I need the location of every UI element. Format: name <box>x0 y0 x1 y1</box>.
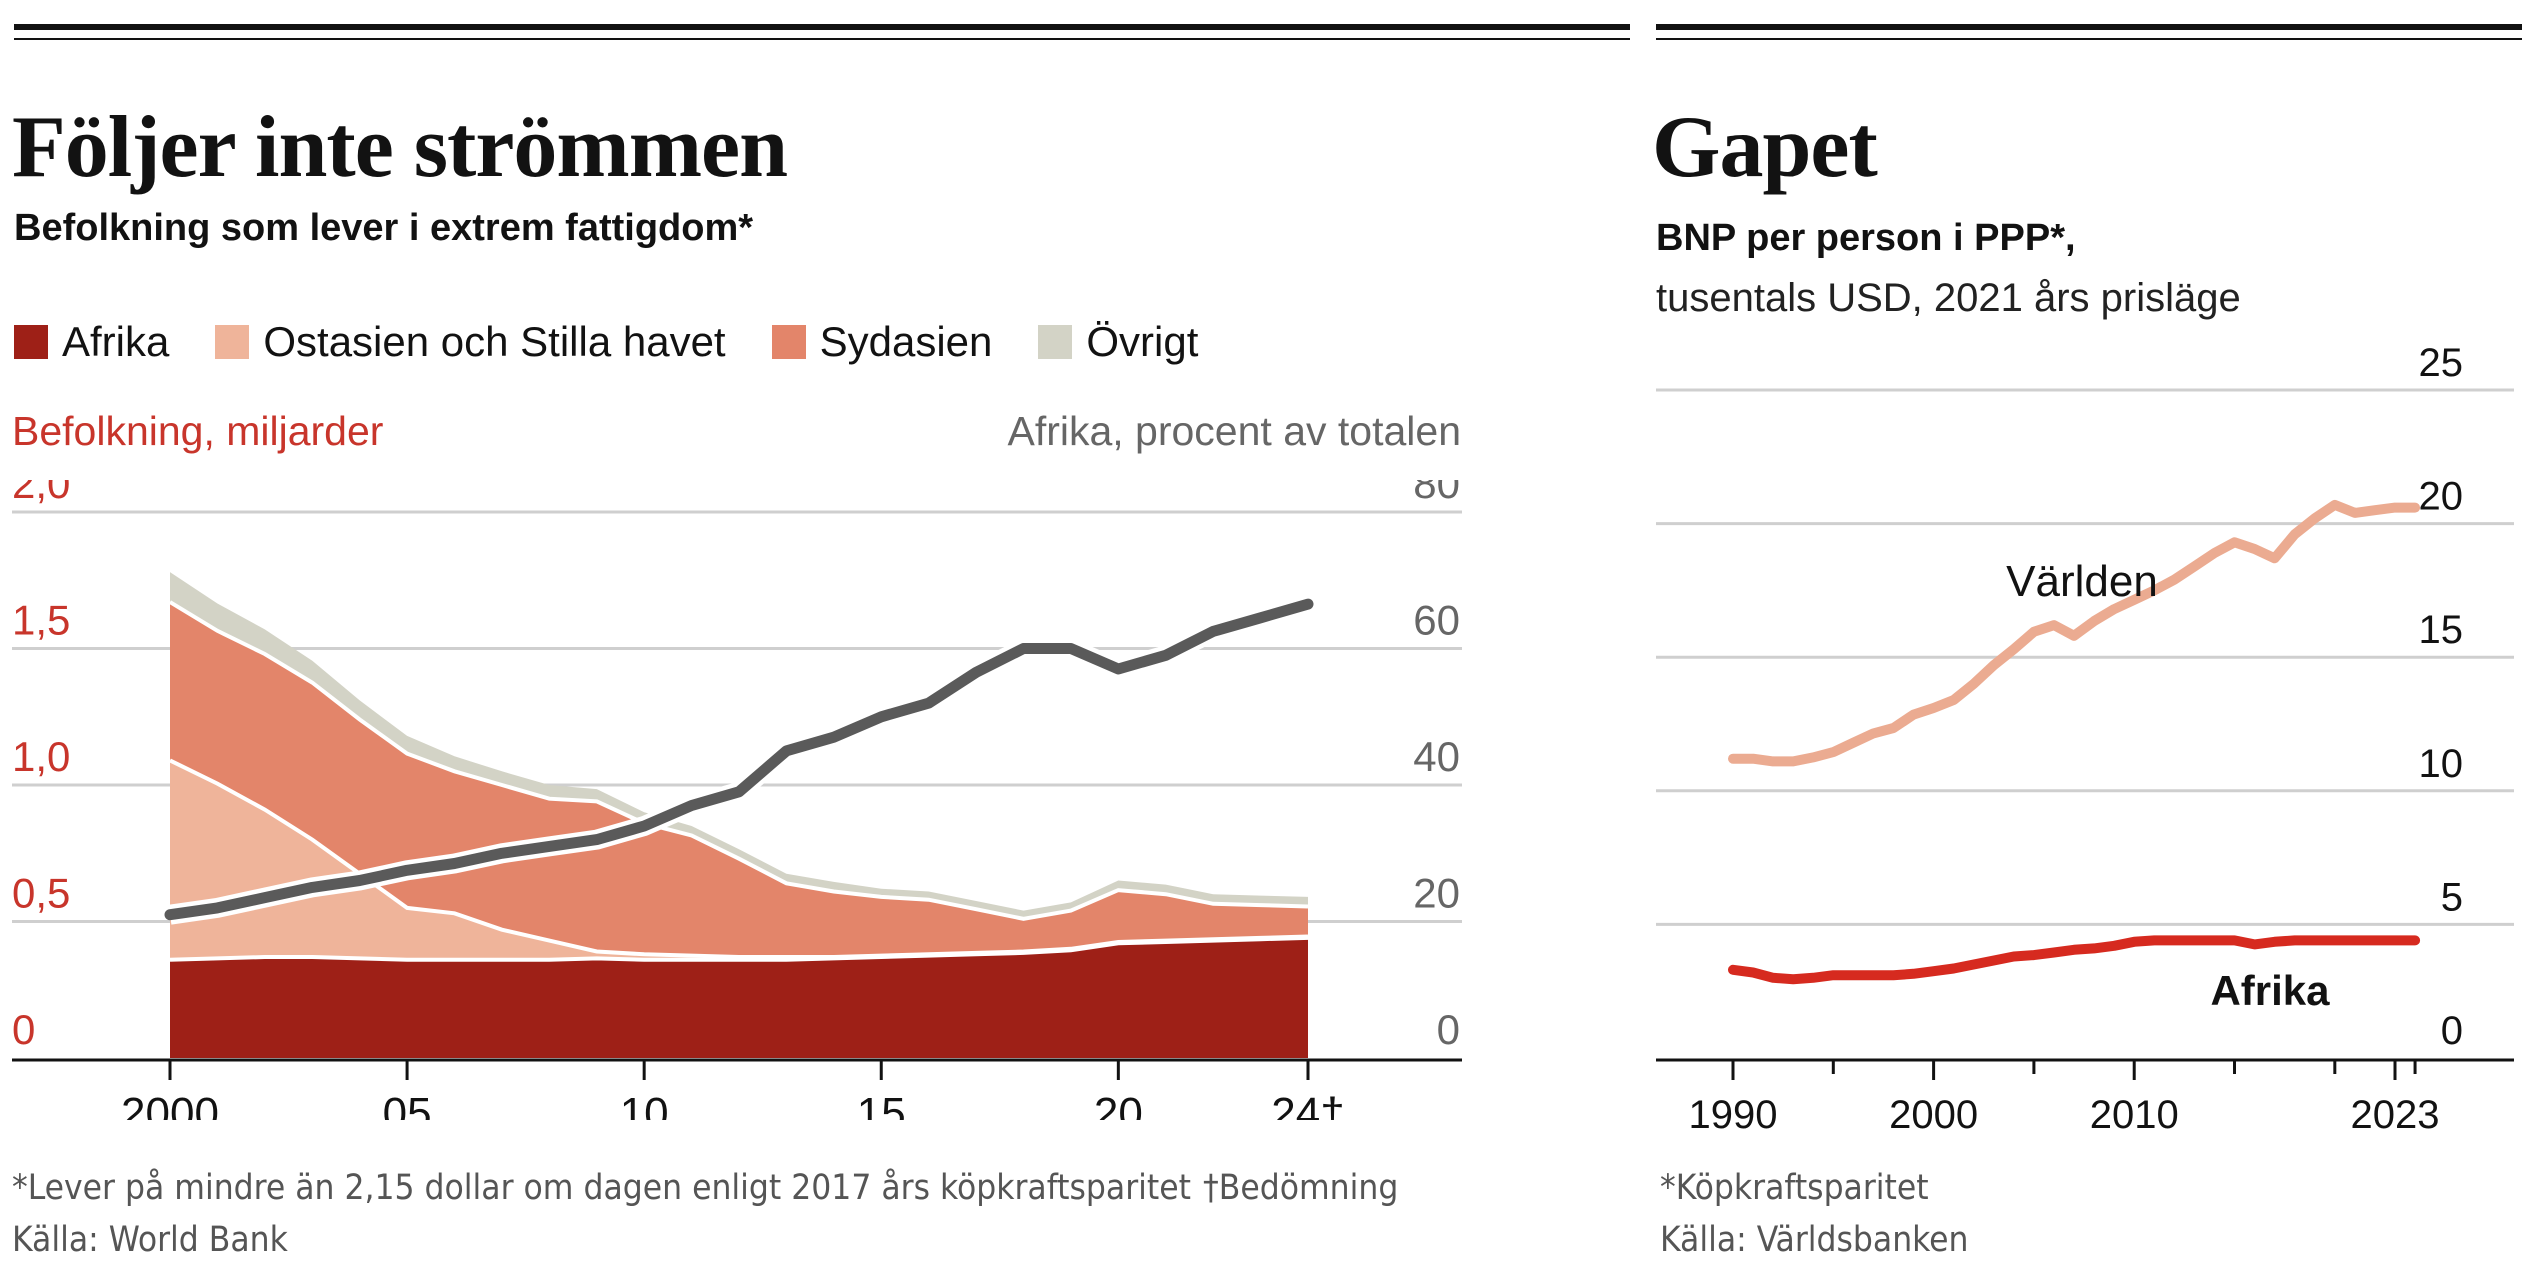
y-tick-label: 15 <box>2419 608 2464 652</box>
area-boundary <box>168 600 1309 921</box>
left-y-tick-label: 1,0 <box>12 733 70 780</box>
legend-label-ovrigt: Övrigt <box>1086 318 1199 365</box>
right-chart-subline: tusentals USD, 2021 års prisläge <box>1656 276 2241 320</box>
left-y-tick-label: 2,0 <box>12 480 70 507</box>
left-source: Källa: World Bank <box>12 1220 288 1260</box>
legend-item-sydasien: Sydasien <box>771 318 993 366</box>
x-tick-label: 20 <box>1094 1089 1143 1120</box>
right-chart-title: Gapet <box>1652 99 1878 196</box>
series-label-varlden: Världen <box>2006 557 2158 606</box>
y-tick-label: 5 <box>2441 875 2463 919</box>
y-tick-label: 25 <box>2419 341 2464 385</box>
x-tick-label: 2023 <box>2351 1093 2440 1130</box>
legend-item-afrika: Afrika <box>14 318 169 366</box>
legend-item-ovrigt: Övrigt <box>1038 318 1198 366</box>
left-chart-title: Följer inte strömmen <box>12 99 788 196</box>
left-legend: Afrika Ostasien och Stilla havet Sydasie… <box>14 318 1198 366</box>
legend-swatch-ostasien <box>215 325 250 359</box>
line-världen <box>1728 499 2421 767</box>
x-tick-label: 24† <box>1271 1089 1344 1120</box>
line-afrika <box>1728 935 2421 985</box>
x-tick-label: 2000 <box>1889 1093 1978 1130</box>
right-axis-title: Afrika, procent av totalen <box>1007 408 1461 454</box>
y-tick-label: 0 <box>2441 1009 2463 1053</box>
left-y-tick-label: 1,5 <box>12 597 70 644</box>
left-footnote-estimate: †Bedömning <box>1203 1168 1399 1208</box>
y-tick-label: 20 <box>2419 475 2464 519</box>
left-footnote: *Lever på mindre än 2,15 dollar om dagen… <box>12 1168 1191 1208</box>
africa-share-line <box>164 598 1314 921</box>
x-tick-label: 1990 <box>1689 1093 1778 1130</box>
right-chart-subtitle: BNP per person i PPP*, <box>1656 217 2076 259</box>
right-y-tick-label: 80 <box>1413 480 1460 507</box>
left-y-tick-label: 0,5 <box>12 870 70 917</box>
left-axis-title: Befolkning, miljarder <box>12 408 384 454</box>
legend-label-ostasien: Ostasien och Stilla havet <box>263 318 726 365</box>
right-source: Källa: Världsbanken <box>1660 1220 1969 1260</box>
right-y-tick-label: 0 <box>1437 1006 1460 1053</box>
legend-label-afrika: Afrika <box>62 318 170 365</box>
x-tick-label: 2000 <box>121 1089 219 1120</box>
y-tick-label: 10 <box>2419 742 2464 786</box>
right-top-rule <box>1656 24 2522 40</box>
x-tick-label: 2010 <box>2090 1093 2179 1130</box>
right-line-chart: 0 5 10 15 20 25 Världen Afrika 1990 2000 2010 2023 <box>1656 341 2514 1130</box>
left-stacked-area-chart: 0 0,5 1,0 1,5 2,0 0 20 40 60 80 2000 05 10 15 20 24† <box>12 480 1462 1120</box>
series-label-afrika: Afrika <box>2210 967 2330 1014</box>
legend-item-ostasien: Ostasien och Stilla havet <box>215 318 726 366</box>
x-tick-label: 15 <box>857 1089 906 1120</box>
right-y-tick-label: 40 <box>1413 733 1460 780</box>
x-tick-label: 05 <box>383 1089 432 1120</box>
legend-swatch-afrika <box>14 325 48 359</box>
legend-label-sydasien: Sydasien <box>819 318 993 365</box>
left-top-rule <box>14 24 1630 40</box>
right-footnote: *Köpkraftsparitet <box>1660 1168 1929 1208</box>
left-chart-subtitle: Befolkning som lever i extrem fattigdom* <box>14 207 754 249</box>
left-y-tick-label: 0 <box>12 1006 35 1053</box>
legend-swatch-ovrigt <box>1038 325 1073 359</box>
area-afrika <box>170 937 1308 1058</box>
right-y-tick-label: 20 <box>1413 870 1460 917</box>
legend-swatch-sydasien <box>771 325 806 359</box>
x-tick-label: 10 <box>620 1089 669 1120</box>
right-y-tick-label: 60 <box>1413 597 1460 644</box>
